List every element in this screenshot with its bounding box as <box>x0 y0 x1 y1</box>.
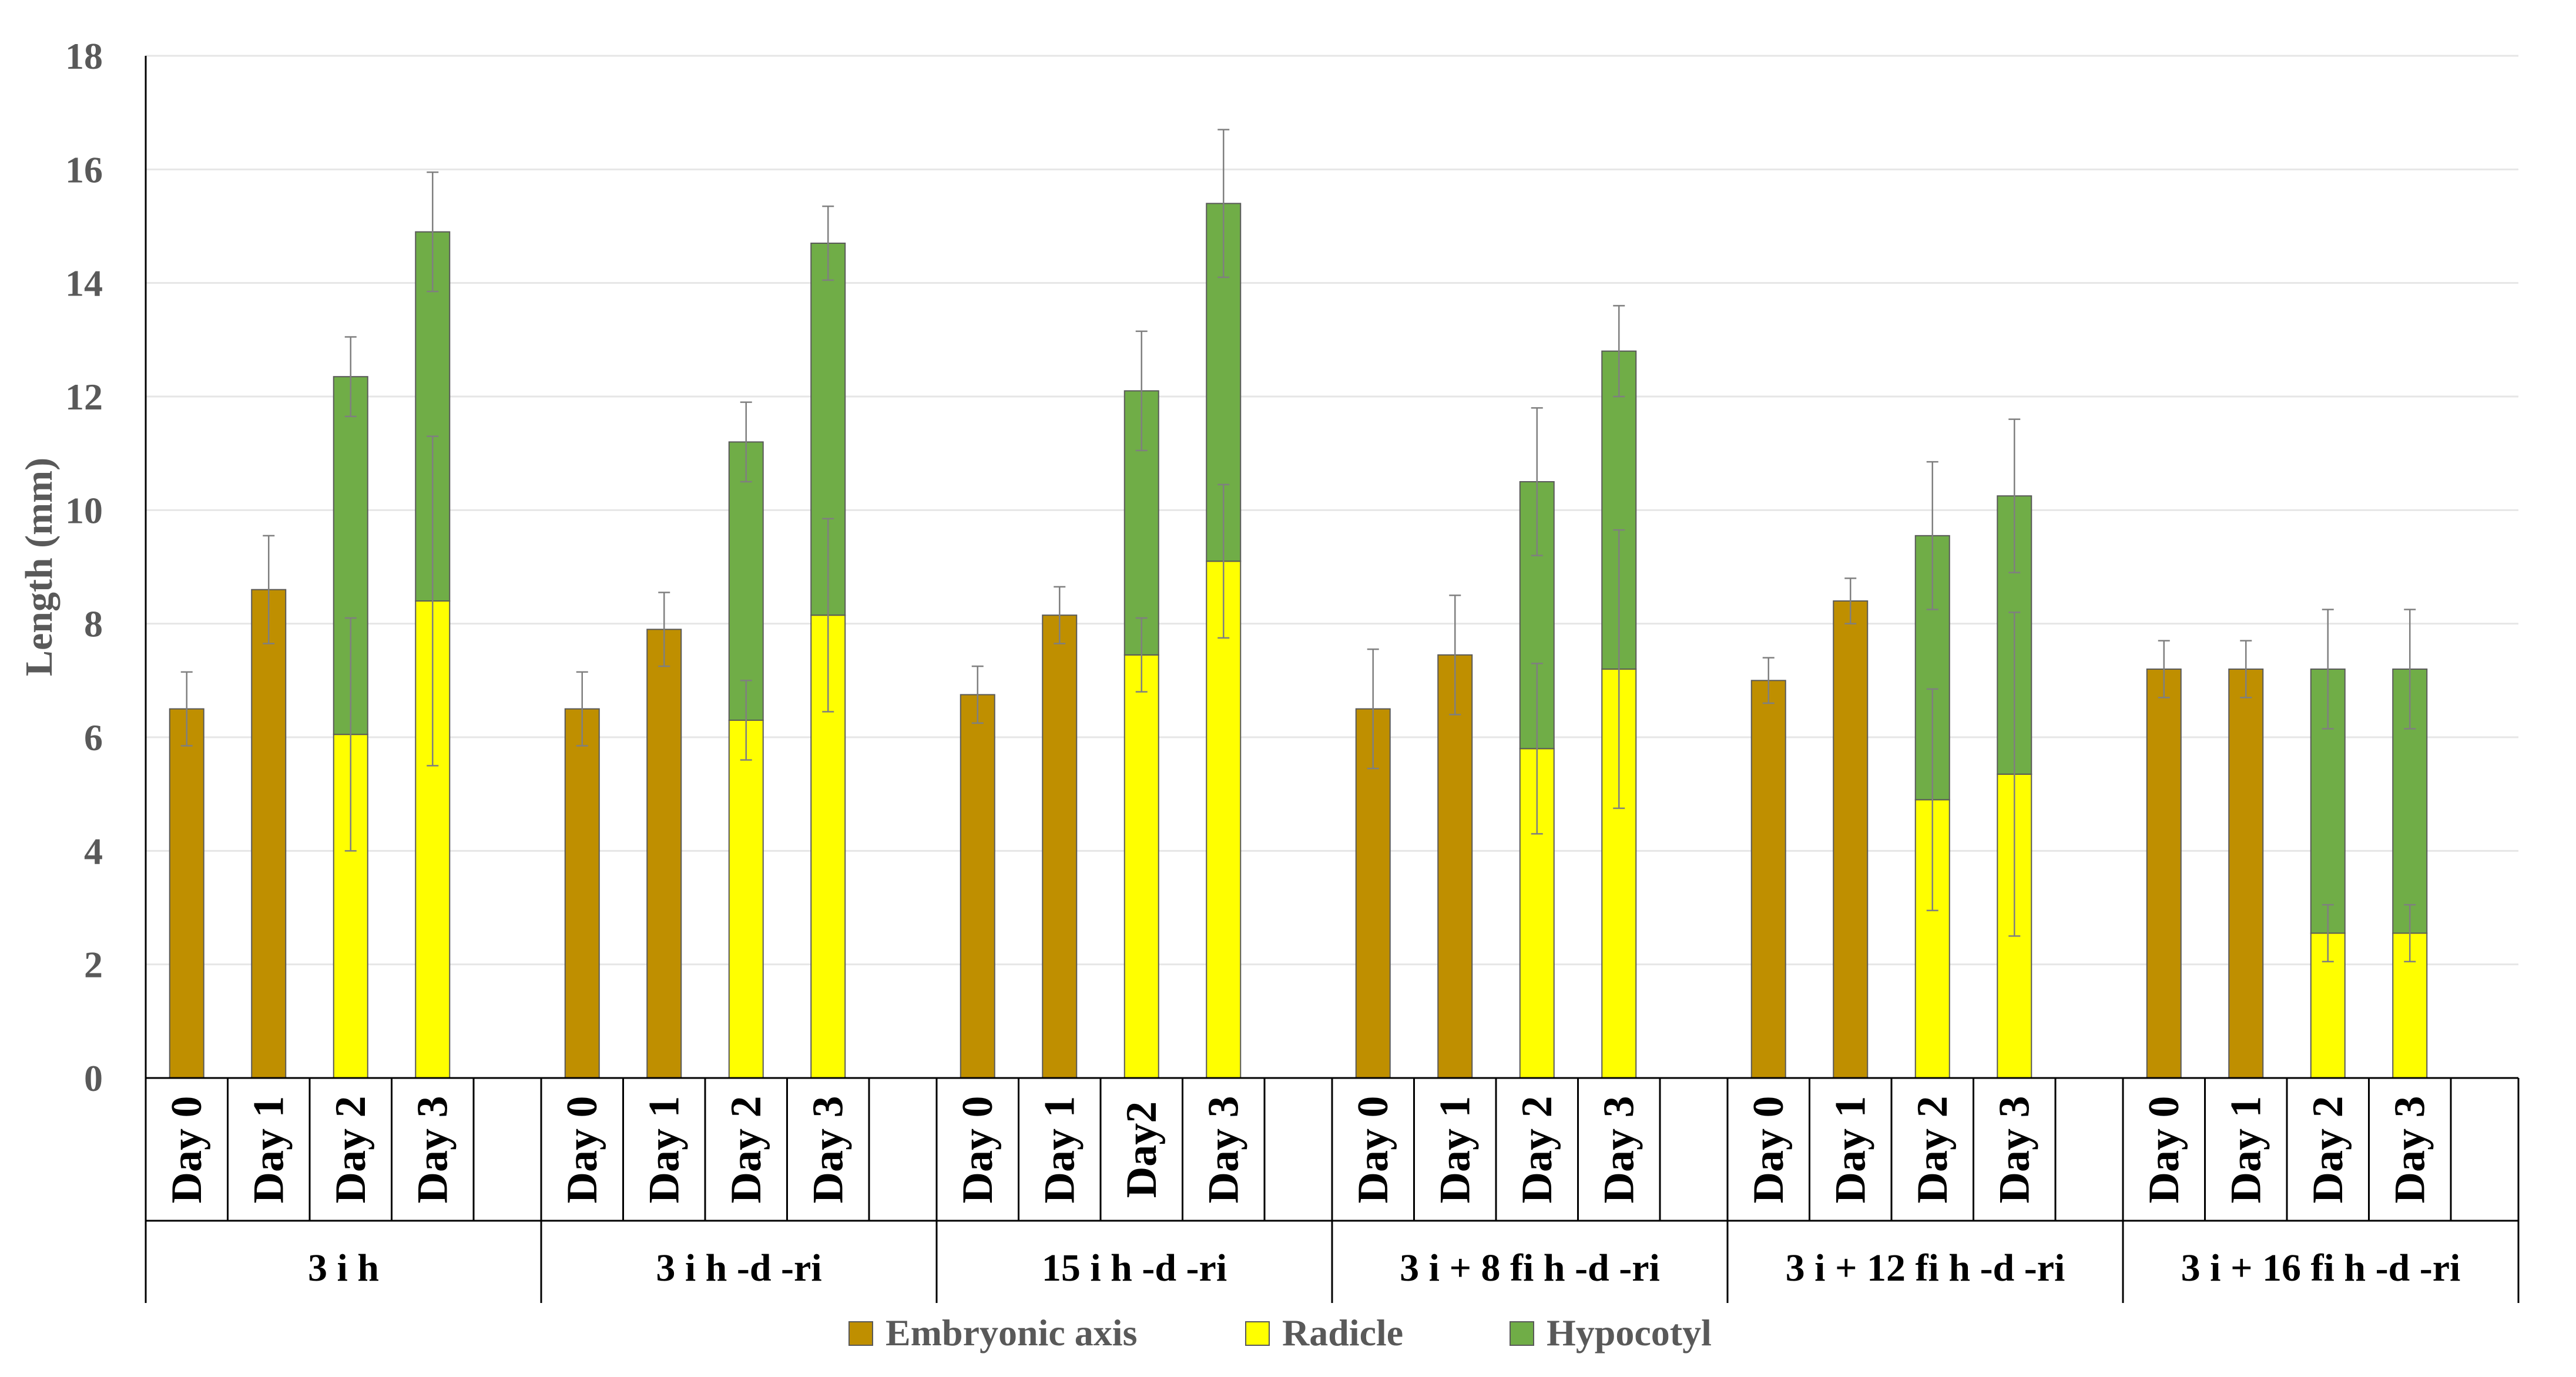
category-label: Day 0 <box>1745 1096 1793 1204</box>
bar-radicle <box>1206 560 1242 1079</box>
bar-embryonic-axis <box>1833 600 1869 1079</box>
bar-embryonic-axis <box>1042 614 1078 1079</box>
category-label: Day 3 <box>1990 1096 2038 1204</box>
category-label: Day 2 <box>1513 1096 1561 1204</box>
y-tick-label: 2 <box>84 944 103 986</box>
category-label: Day 3 <box>2386 1096 2434 1204</box>
bar-hypocotyl <box>728 441 764 721</box>
legend-label-radicle: Radicle <box>1282 1312 1403 1354</box>
y-tick-label: 4 <box>84 830 103 872</box>
category-label: Day 2 <box>1908 1096 1957 1204</box>
y-tick-label: 8 <box>84 603 103 645</box>
y-tick-label: 6 <box>84 717 103 758</box>
group-label: 3 i + 16 fi h -d -ri <box>2181 1247 2461 1289</box>
bar-embryonic-axis <box>960 694 995 1079</box>
y-tick-label: 14 <box>65 263 103 304</box>
category-label: Day 0 <box>163 1096 211 1204</box>
category-label: Day 2 <box>327 1096 375 1204</box>
group-label: 3 i + 8 fi h -d -ri <box>1400 1247 1660 1289</box>
bars <box>169 203 2428 1079</box>
group-label: 3 i + 12 fi h -d -ri <box>1786 1247 2065 1289</box>
axes <box>145 56 2520 1303</box>
legend-swatch-embryonic <box>848 1321 873 1346</box>
y-tick-label: 12 <box>65 376 103 418</box>
category-label: Day 0 <box>954 1096 1002 1204</box>
bar-embryonic-axis <box>251 589 287 1079</box>
category-label: Day 3 <box>1199 1096 1247 1204</box>
bar-embryonic-axis <box>1437 654 1473 1079</box>
bar-embryonic-axis <box>646 629 682 1079</box>
category-label: Day 1 <box>1035 1096 1084 1204</box>
bar-radicle <box>1601 669 1637 1079</box>
category-label: Day 0 <box>1349 1096 1397 1204</box>
bar-embryonic-axis <box>2228 669 2264 1079</box>
bar-embryonic-axis <box>564 708 600 1079</box>
group-label: 15 i h -d -ri <box>1042 1247 1227 1289</box>
category-label: Day 3 <box>1595 1096 1643 1204</box>
category-label: Day 1 <box>2222 1096 2270 1204</box>
bar-radicle <box>1123 654 1159 1079</box>
y-axis-label: Length (mm) <box>18 458 61 676</box>
bar-embryonic-axis <box>2146 669 2182 1079</box>
category-label: Day 2 <box>2304 1096 2352 1204</box>
y-tick-label: 0 <box>84 1057 103 1099</box>
category-label: Day 0 <box>2140 1096 2188 1204</box>
bar-embryonic-axis <box>1355 708 1391 1079</box>
category-label: Day 3 <box>804 1096 852 1204</box>
legend-label-embryonic: Embryonic axis <box>886 1312 1137 1354</box>
y-tick-label: 18 <box>65 35 103 77</box>
legend: Embryonic axis Radicle Hypocotyl <box>848 1312 1712 1354</box>
category-label: Day 1 <box>640 1096 688 1204</box>
y-tick-label: 16 <box>65 149 103 190</box>
group-label: 3 i h <box>308 1247 379 1289</box>
y-tick-label: 10 <box>65 489 103 531</box>
category-label: Day 1 <box>1431 1096 1479 1204</box>
gridlines <box>146 55 2518 966</box>
category-label: Day 0 <box>558 1096 606 1204</box>
category-label: Day 1 <box>244 1096 293 1204</box>
legend-swatch-radicle <box>1245 1321 1270 1346</box>
legend-swatch-hypocotyl <box>1510 1321 1534 1346</box>
bar-embryonic-axis <box>1750 680 1786 1079</box>
category-label: Day2 <box>1118 1101 1166 1198</box>
category-label: Day 3 <box>408 1096 457 1204</box>
bar-radicle <box>2392 932 2428 1079</box>
bar-embryonic-axis <box>169 708 204 1079</box>
legend-label-hypocotyl: Hypocotyl <box>1547 1312 1712 1354</box>
error-bars <box>180 129 2416 963</box>
labels: 0 2 4 6 8 10 12 14 16 18 Length (mm) Day 0 Day 1 Day … <box>18 35 2460 1289</box>
category-label: Day 1 <box>1826 1096 1874 1204</box>
group-label: 3 i h -d -ri <box>656 1247 821 1289</box>
bar-radicle <box>728 720 764 1079</box>
category-label: Day 2 <box>722 1096 770 1204</box>
